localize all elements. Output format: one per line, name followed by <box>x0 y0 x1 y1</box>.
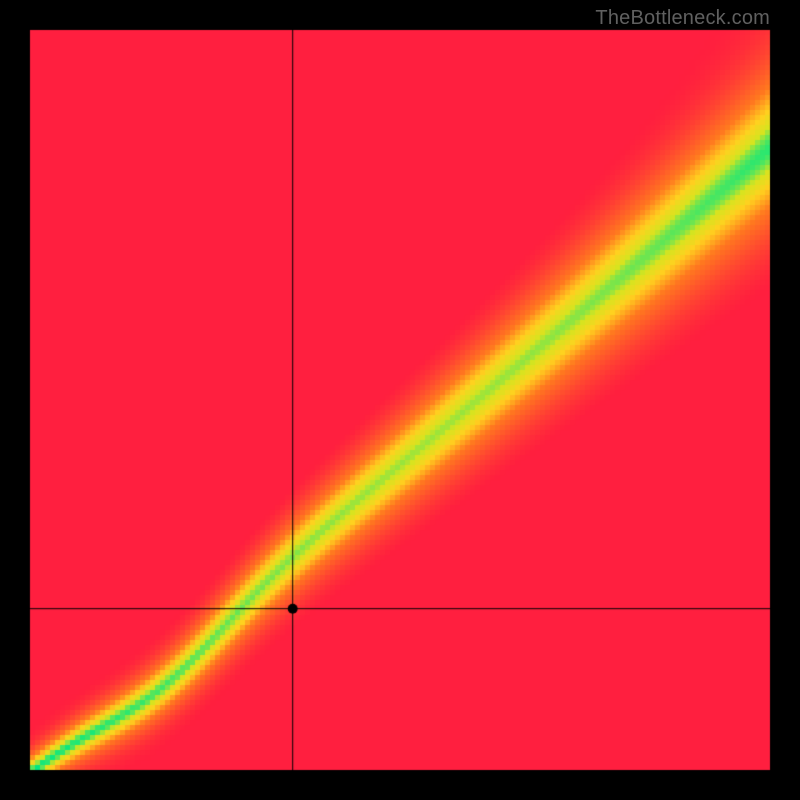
watermark-text: TheBottleneck.com <box>595 7 770 30</box>
bottleneck-heatmap <box>0 0 800 800</box>
figure-container: TheBottleneck.com <box>0 0 800 800</box>
